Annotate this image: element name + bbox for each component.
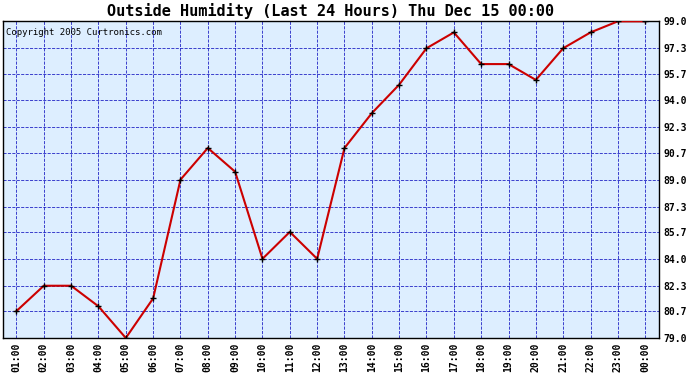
Title: Outside Humidity (Last 24 Hours) Thu Dec 15 00:00: Outside Humidity (Last 24 Hours) Thu Dec… (107, 3, 554, 19)
Text: Copyright 2005 Curtronics.com: Copyright 2005 Curtronics.com (6, 28, 162, 37)
